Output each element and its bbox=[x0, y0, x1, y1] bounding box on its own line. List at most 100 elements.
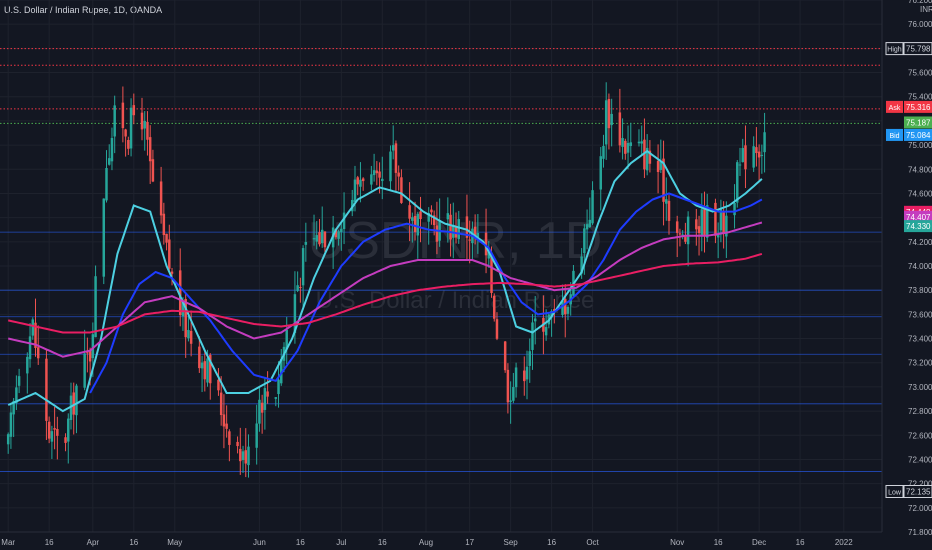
x-tick-label: Mar bbox=[1, 538, 15, 547]
x-tick-label: 16 bbox=[296, 538, 305, 547]
candle-down bbox=[744, 145, 747, 170]
candle-up bbox=[274, 397, 278, 399]
candle-up bbox=[602, 145, 605, 159]
candle-up bbox=[94, 276, 97, 338]
candle-up bbox=[102, 198, 106, 277]
candle-up bbox=[637, 141, 641, 144]
candle-down bbox=[643, 139, 646, 170]
x-tick-label: 16 bbox=[547, 538, 556, 547]
candle-up bbox=[353, 179, 357, 203]
price-tag-bg bbox=[904, 116, 932, 129]
candle-down bbox=[714, 202, 717, 236]
candle-down bbox=[124, 129, 127, 137]
x-tick-label: Oct bbox=[586, 538, 599, 547]
candle-up bbox=[315, 235, 318, 242]
candle-up bbox=[509, 400, 512, 402]
candle-up bbox=[129, 107, 133, 149]
candle-down bbox=[323, 231, 327, 248]
y-unit-label: INR bbox=[920, 5, 932, 14]
candle-up bbox=[304, 242, 308, 245]
candle-down bbox=[244, 450, 248, 464]
candle-down bbox=[394, 143, 398, 173]
candle-down bbox=[400, 177, 403, 203]
y-tick-label: 72.800 bbox=[908, 407, 932, 416]
price-tag-value: 75.187 bbox=[906, 118, 931, 127]
candle-down bbox=[318, 232, 321, 245]
candle-down bbox=[127, 139, 130, 149]
price-tag-bg bbox=[904, 100, 932, 113]
candle-up bbox=[752, 146, 755, 168]
y-tick-label: 76.200 bbox=[908, 0, 932, 5]
candle-down bbox=[56, 429, 59, 436]
candle-up bbox=[446, 213, 450, 220]
candle-up bbox=[719, 208, 723, 231]
candle-up bbox=[629, 142, 633, 147]
candle-up bbox=[580, 256, 583, 274]
candle-up bbox=[337, 231, 340, 239]
candle-down bbox=[408, 205, 411, 219]
candle-up bbox=[293, 294, 297, 334]
candle-down bbox=[121, 102, 125, 129]
x-tick-label: Jun bbox=[253, 538, 266, 547]
x-tick-label: Sep bbox=[504, 538, 519, 547]
candle-up bbox=[340, 228, 343, 233]
candle-down bbox=[162, 213, 166, 236]
candle-up bbox=[320, 229, 324, 244]
candle-up bbox=[381, 178, 384, 182]
candle-up bbox=[512, 387, 515, 401]
candle-up bbox=[411, 217, 414, 221]
candle-down bbox=[148, 137, 152, 162]
ma-line-3 bbox=[7, 221, 763, 358]
candle-up bbox=[26, 356, 29, 374]
candle-down bbox=[435, 225, 439, 242]
candle-down bbox=[45, 358, 48, 421]
candle-down bbox=[648, 150, 652, 164]
candle-down bbox=[667, 200, 671, 221]
price-tag-bg bbox=[904, 210, 932, 223]
candle-up bbox=[296, 285, 299, 291]
time-axis bbox=[0, 532, 932, 550]
candle-down bbox=[64, 437, 67, 443]
x-tick-label: 16 bbox=[796, 538, 805, 547]
candle-up bbox=[659, 161, 663, 170]
x-tick-label: Apr bbox=[87, 538, 100, 547]
candle-up bbox=[50, 431, 54, 442]
y-tick-label: 75.000 bbox=[908, 141, 932, 150]
candle-down bbox=[132, 105, 136, 116]
x-tick-label: 17 bbox=[465, 538, 474, 547]
candle-up bbox=[389, 151, 392, 182]
candle-up bbox=[427, 213, 430, 222]
price-tag-bg bbox=[904, 128, 932, 141]
candle-up bbox=[716, 233, 720, 238]
candle-down bbox=[465, 216, 469, 238]
candle-down bbox=[165, 233, 168, 243]
x-tick-label: 2022 bbox=[835, 538, 853, 547]
candle-down bbox=[607, 98, 611, 129]
candle-down bbox=[473, 226, 477, 239]
price-tag-value: 74.407 bbox=[906, 213, 931, 222]
y-tick-label: 71.800 bbox=[908, 528, 932, 537]
candle-up bbox=[359, 179, 362, 187]
candle-up bbox=[741, 148, 744, 163]
x-tick-label: 16 bbox=[714, 538, 723, 547]
candle-up bbox=[533, 318, 537, 322]
candle-down bbox=[375, 170, 379, 174]
candle-up bbox=[277, 379, 280, 395]
candle-up bbox=[206, 358, 209, 383]
watermark-name: U.S. Dollar / Indian Rupee bbox=[316, 287, 595, 314]
candle-up bbox=[83, 353, 86, 388]
candle-down bbox=[419, 211, 422, 220]
candle-up bbox=[200, 362, 204, 369]
candle-up bbox=[6, 434, 10, 445]
price-tag-label: High bbox=[887, 47, 902, 54]
price-axis bbox=[882, 0, 932, 550]
candle-down bbox=[624, 140, 627, 154]
candle-down bbox=[757, 151, 761, 158]
chart-title: U.S. Dollar / Indian Rupee, 1D, OANDA bbox=[4, 5, 163, 15]
x-tick-label: Aug bbox=[419, 538, 433, 547]
x-tick-label: May bbox=[167, 538, 182, 547]
candle-down bbox=[203, 361, 207, 380]
price-tag-value: 75.084 bbox=[906, 131, 931, 140]
candle-up bbox=[263, 388, 267, 410]
